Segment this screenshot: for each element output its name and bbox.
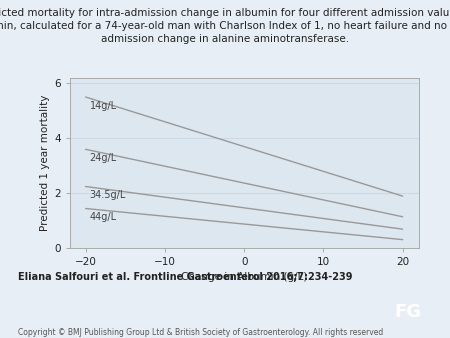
Text: 34.5g/L: 34.5g/L — [90, 190, 126, 200]
Text: Predicted mortality for intra-admission change in albumin for four different adm: Predicted mortality for intra-admission … — [0, 8, 450, 44]
Y-axis label: Predicted 1 year mortality: Predicted 1 year mortality — [40, 95, 50, 231]
Text: 24g/L: 24g/L — [90, 153, 117, 164]
Text: Eliana Salfouri et al. Frontline Gastroenterol 2016;7:234-239: Eliana Salfouri et al. Frontline Gastroe… — [18, 272, 352, 282]
Text: 14g/L: 14g/L — [90, 101, 117, 111]
Text: Copyright © BMJ Publishing Group Ltd & British Society of Gastroenterology. All : Copyright © BMJ Publishing Group Ltd & B… — [18, 328, 383, 337]
X-axis label: Change in Albumin (g/L): Change in Albumin (g/L) — [181, 272, 307, 282]
Text: 44g/L: 44g/L — [90, 212, 117, 222]
Text: FG: FG — [395, 303, 422, 321]
